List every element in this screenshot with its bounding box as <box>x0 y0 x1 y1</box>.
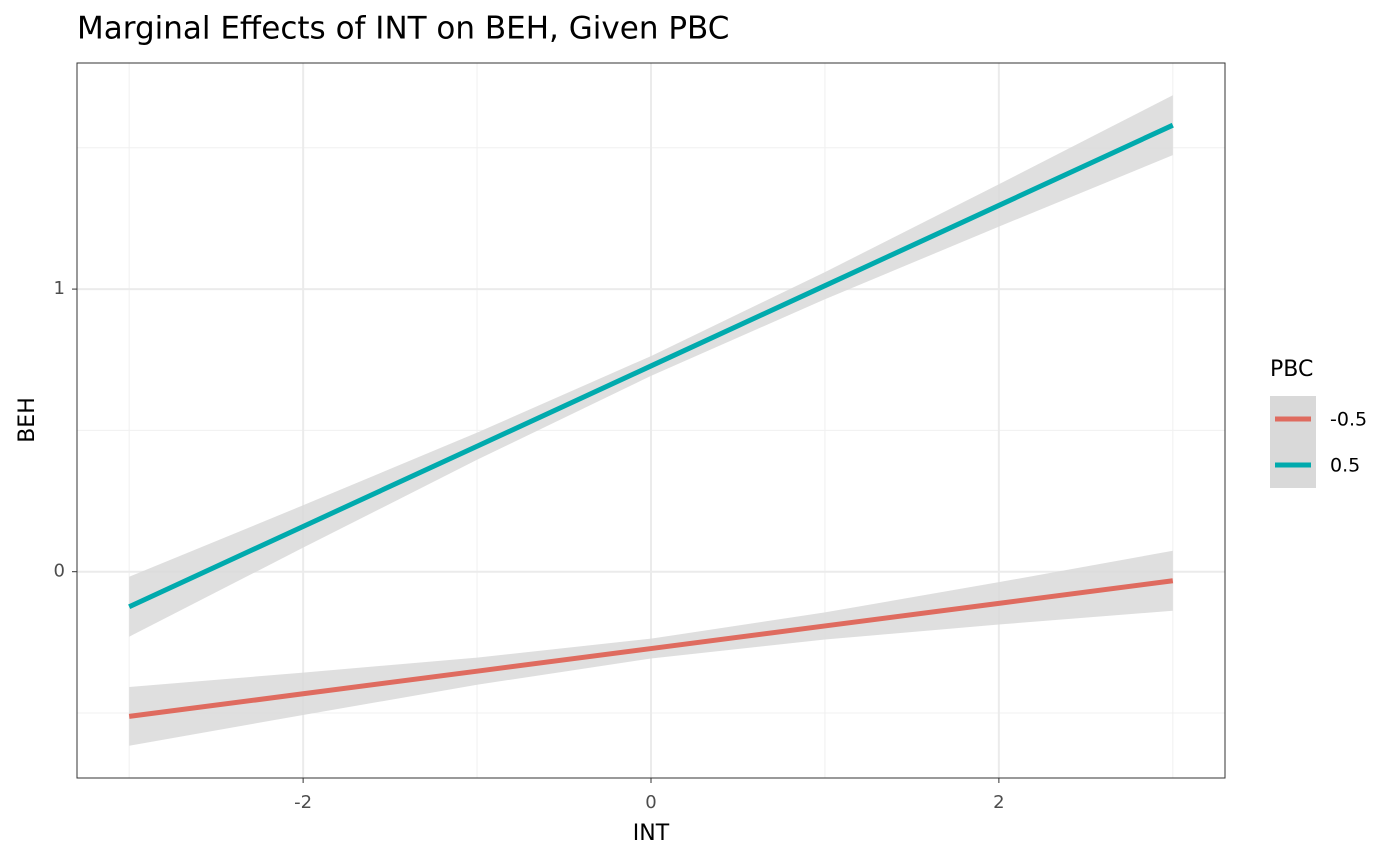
legend-title: PBC <box>1270 357 1313 382</box>
chart-title: Marginal Effects of INT on BEH, Given PB… <box>77 11 729 47</box>
line <box>128 122 1174 610</box>
y-tick-label: 1 <box>54 278 65 299</box>
legend-label: -0.5 <box>1330 409 1367 431</box>
y-axis-label: BEH <box>15 397 40 443</box>
legend-label: 0.5 <box>1330 455 1360 477</box>
line <box>128 578 1174 719</box>
x-tick-label: -2 <box>294 792 312 813</box>
x-tick-label: 0 <box>645 792 656 813</box>
x-tick-label: 2 <box>993 792 1004 813</box>
x-axis-label: INT <box>633 821 670 846</box>
y-tick-label: 0 <box>54 561 65 582</box>
panel-border <box>76 62 1226 779</box>
